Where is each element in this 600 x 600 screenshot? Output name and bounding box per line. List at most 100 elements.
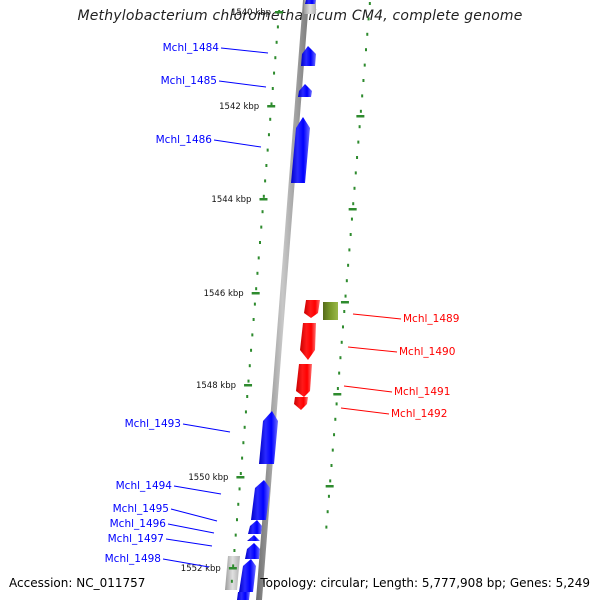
scale-tick [363, 63, 366, 67]
scale-tick [343, 310, 346, 313]
scale-tick-major [275, 11, 284, 14]
gene-label[interactable]: Mchl_1497 [108, 533, 164, 545]
scale-tick [361, 94, 364, 98]
scale-tick [356, 156, 359, 159]
scale-tick [237, 502, 240, 506]
scale-label: 1544 kbp [211, 195, 251, 205]
gene-block[interactable] [291, 117, 310, 183]
scale-tick [248, 364, 251, 368]
gene-label[interactable]: Mchl_1484 [163, 42, 220, 54]
gene-block[interactable] [248, 520, 262, 534]
feature-green [323, 302, 338, 320]
scale-tick [241, 456, 244, 460]
gene-block[interactable] [251, 480, 270, 520]
leader-line [167, 523, 215, 534]
scale-tick-major [244, 384, 253, 387]
scale-tick [359, 109, 362, 113]
scale-label: 1550 kbp [188, 473, 228, 483]
leader-line [220, 47, 269, 54]
gene-block[interactable] [239, 559, 256, 592]
scale-tick [253, 302, 256, 306]
scale-tick [238, 487, 241, 491]
scale-tick [358, 125, 361, 129]
gene-label[interactable]: Mchl_1491 [394, 386, 450, 398]
scale-label: 1540 kbp [231, 8, 271, 18]
gene-block[interactable] [296, 364, 312, 397]
scale-tick [255, 287, 258, 291]
scale-tick [350, 217, 353, 221]
gene-label[interactable]: Mchl_1493 [125, 418, 181, 430]
gene-label[interactable]: Mchl_1495 [113, 503, 169, 515]
leader-line [165, 538, 213, 547]
scale-tick [275, 40, 278, 44]
gene-label[interactable]: Mchl_1489 [403, 313, 459, 325]
leader-line [162, 558, 210, 568]
scale-tick [266, 148, 269, 152]
gene-block[interactable] [300, 323, 316, 360]
gene-block[interactable] [305, 0, 316, 4]
scale-tick [262, 194, 265, 198]
label-leaders [162, 47, 402, 568]
scale-tick [368, 2, 371, 5]
scale-tick [261, 210, 264, 214]
gene-block[interactable] [259, 411, 278, 464]
scale-tick-major [236, 476, 245, 479]
scale-tick [339, 356, 342, 360]
scale-tick [364, 48, 367, 52]
scale-tick [357, 140, 360, 144]
leader-line [352, 313, 402, 320]
scale-tick [260, 225, 263, 229]
gene-block[interactable] [294, 397, 308, 410]
scale-tick [326, 510, 329, 514]
gene-block[interactable] [298, 84, 312, 97]
scale-labels: 1540 kbp 1542 kbp 1544 kbp 1546 kbp 1548 kbp… [181, 8, 271, 574]
topology-label: Topology: circular; Length: 5,777,908 bp… [260, 576, 590, 590]
scale-tick [335, 402, 338, 406]
leader-line [213, 139, 262, 148]
gene-label[interactable]: Mchl_1494 [116, 480, 173, 492]
scale-label: 1548 kbp [196, 381, 236, 391]
leader-line [182, 423, 231, 433]
scale-tick [331, 448, 334, 452]
gene-label[interactable]: Mchl_1496 [110, 518, 167, 530]
scale-tick [336, 387, 339, 390]
gene-label[interactable]: Mchl_1485 [161, 75, 217, 87]
scale-tick [230, 579, 233, 583]
gene-labels: Mchl_1484 Mchl_1485 Mchl_1486 Mchl_1493 Mchl… [105, 42, 460, 565]
scale-tick [258, 241, 261, 244]
leader-line [170, 508, 218, 522]
scale-tick [333, 433, 336, 437]
gene-label[interactable]: Mchl_1492 [391, 408, 447, 420]
gene-label[interactable]: Mchl_1486 [156, 134, 213, 146]
scale-tick [348, 248, 351, 252]
gene-block[interactable] [304, 300, 320, 318]
scale-tick [273, 71, 276, 75]
scale-tick [327, 494, 330, 498]
gene-label[interactable]: Mchl_1498 [105, 553, 161, 565]
scale-tick [244, 410, 247, 414]
scale-tick [366, 32, 369, 36]
scale-tick [234, 533, 237, 537]
gene-block[interactable] [237, 592, 250, 600]
gene-block[interactable] [301, 46, 316, 66]
scale-tick-major [340, 301, 349, 304]
scale-tick [246, 395, 249, 398]
gene-block[interactable] [245, 543, 260, 559]
leader-line [343, 385, 393, 393]
scale-tick [243, 425, 246, 429]
map-title: Methylobacterium chloromethanicum CM4, c… [77, 8, 523, 24]
scale-tick [270, 102, 273, 106]
scale-tick [271, 87, 274, 90]
scale-tick [267, 133, 270, 137]
scale-tick-major [259, 198, 268, 201]
gene-label[interactable]: Mchl_1490 [399, 346, 455, 358]
scale-tick [341, 325, 344, 329]
scale-tick [232, 564, 235, 568]
gene-block[interactable] [247, 535, 260, 541]
scale-ticks [228, 2, 371, 583]
scale-tick [354, 171, 357, 175]
scale-tick [252, 318, 255, 321]
scale-tick [257, 256, 260, 260]
scale-tick-major [228, 567, 237, 570]
